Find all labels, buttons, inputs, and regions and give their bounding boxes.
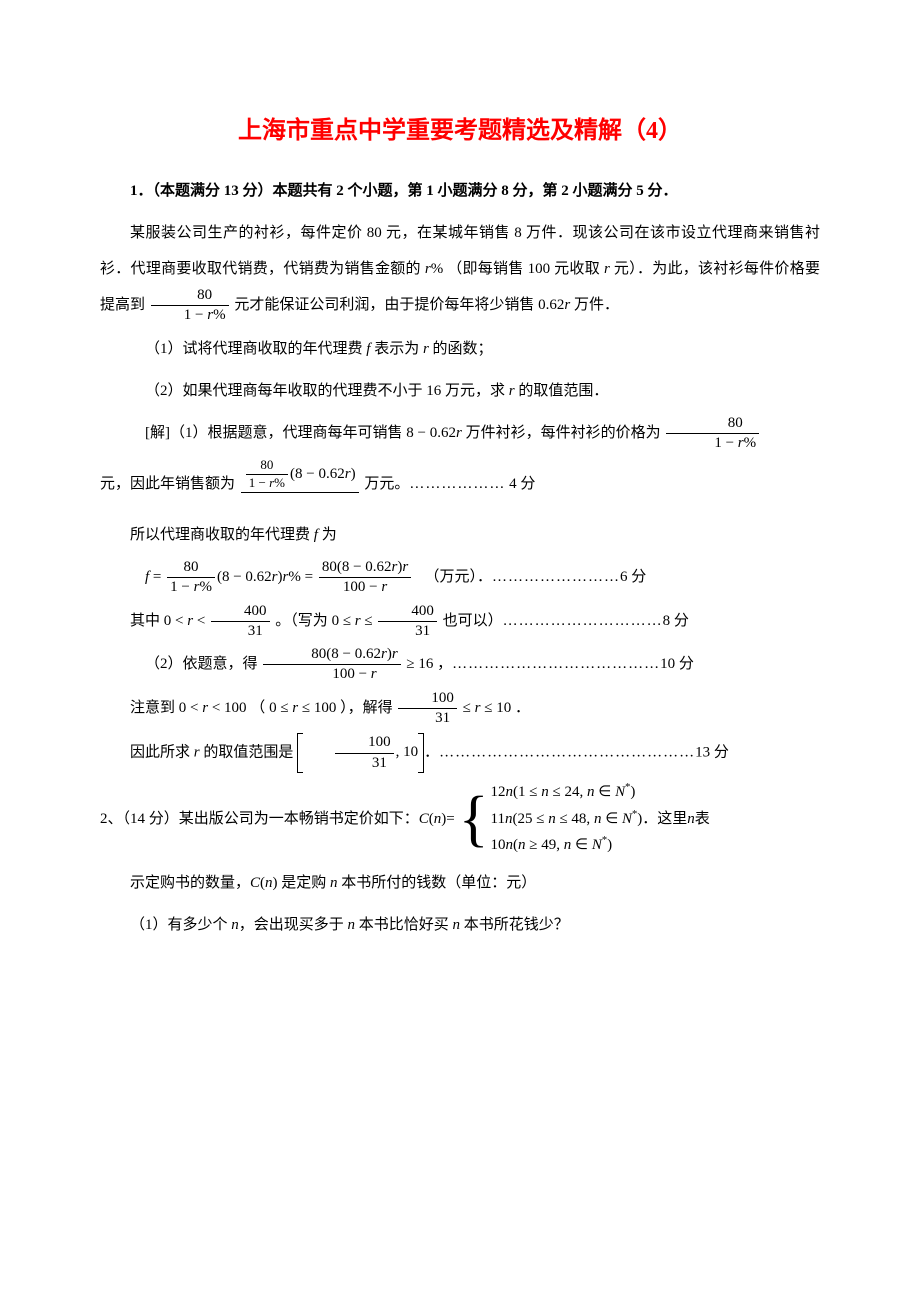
dots: ……………… [409, 476, 505, 492]
fraction: 40031 [211, 603, 270, 641]
q1-header: 1．（本题满分 13 分）本题共有 2 个小题，第 1 小题满分 8 分，第 2… [100, 173, 820, 209]
dots: ………………………… [503, 613, 663, 629]
fraction: 80(8 − 0.62r)r100 − r [319, 559, 411, 597]
q1-text-e: 万件． [570, 297, 619, 313]
right-bracket-icon [418, 733, 424, 773]
fraction: 801 − r% [151, 287, 229, 325]
q1-text-pct: % （即每销售 100 元收取 [431, 261, 604, 277]
fraction: 10031 [335, 734, 394, 772]
piecewise-cases: 12n(1 ≤ n ≤ 24, n ∈ N*) 11n(25 ≤ n ≤ 48,… [491, 779, 643, 859]
dots: …………………… [492, 569, 620, 585]
q1-sub1: （1）试将代理商收取的年代理费 f 表示为 r 的函数； [100, 331, 820, 367]
points-4: 4 分 [505, 476, 535, 492]
points-13: 13 分 [695, 745, 729, 761]
q2-header: 2、（14 分）某出版公司为一本畅销书定价如下：C(n) = { 12n(1 ≤… [100, 779, 820, 859]
page-title: 上海市重点中学重要考题精选及精解（4） [100, 110, 820, 145]
q1-body: 某服装公司生产的衬衫，每件定价 80 元，在某城年销售 8 万件．现该公司在该市… [100, 215, 820, 325]
q1-part2-ineq: （2）依题意，得 80(8 − 0.62r)r100 − r ≥ 16 ，………… [100, 646, 820, 684]
denominator: 1 − r% [151, 306, 229, 324]
points-10: 10 分 [660, 656, 694, 672]
q2-line2: 示定购书的数量，C(n) 是定购 n 本书所付的钱数（单位：元） [100, 865, 820, 901]
left-bracket-icon [297, 733, 303, 773]
q2-sub1: （1）有多少个 n，会出现买多于 n 本书比恰好买 n 本书所花钱少？ [100, 907, 820, 943]
left-brace-icon: { [459, 789, 489, 849]
fraction: 10031 [398, 690, 457, 728]
case-3: 10n(n ≥ 49, n ∈ N*) [491, 832, 643, 859]
dots: ………………………………………… [439, 745, 695, 761]
q1-text-c: 元才能保证公司利润，由于提价每年将少销售 [231, 297, 539, 313]
page: 上海市重点中学重要考题精选及精解（4） 1．（本题满分 13 分）本题共有 2 … [0, 0, 920, 1302]
case-2: 11n(25 ≤ n ≤ 48, n ∈ N*) [491, 806, 643, 833]
q1-domain: 其中 0 < r < 40031 。（写为 0 ≤ r ≤ 40031 也可以）… [100, 603, 820, 641]
q1-sol-fee-intro: 所以代理商收取的年代理费 f 为 [100, 517, 820, 553]
q1-sub2: （2）如果代理商每年收取的代理费不小于 16 万元，求 r 的取值范围． [100, 373, 820, 409]
fraction: 801 − r%(8 − 0.62r) [241, 458, 359, 511]
q1-final: 因此所求 r 的取值范围是 10031, 10．…………………………………………… [100, 733, 820, 773]
dots: ………………………………… [452, 656, 660, 672]
q1-f-equation: f = 801 − r%(8 − 0.62r)r% = 80(8 − 0.62r… [100, 559, 820, 597]
q1-note: 注意到 0 < r < 100 （ 0 ≤ r ≤ 100 ），解得 10031… [100, 690, 820, 728]
fraction: 80(8 − 0.62r)r100 − r [263, 646, 400, 684]
fraction: 801 − r% [666, 415, 759, 453]
fraction: 40031 [378, 603, 437, 641]
fraction: 801 − r% [167, 559, 215, 597]
case-1: 12n(1 ≤ n ≤ 24, n ∈ N*) [491, 779, 643, 806]
q1-sol-line1: [解]（1）根据题意，代理商每年可销售 8 − 0.62r 万件衬衫，每件衬衫的… [100, 415, 820, 453]
points-6: 6 分 [620, 569, 646, 585]
points-8: 8 分 [663, 613, 689, 629]
num-062: 0.62 [538, 297, 564, 313]
numerator: 80 [151, 287, 229, 306]
q1-sol-sales: 元，因此年销售额为 801 − r%(8 − 0.62r) 万元。……………… … [100, 458, 820, 511]
